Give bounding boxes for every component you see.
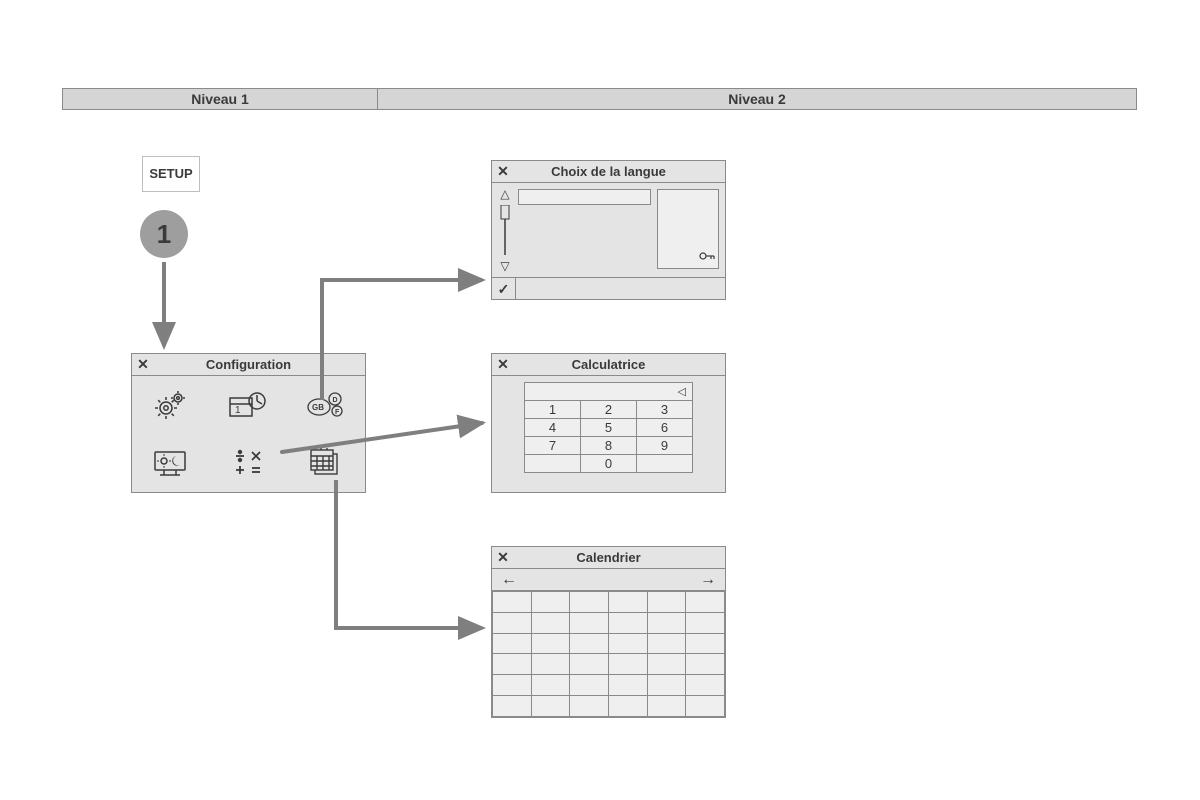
scroll-bar[interactable]: △ ▽ — [492, 183, 518, 277]
calc-key[interactable]: 3 — [637, 401, 693, 419]
calendar-cell[interactable] — [570, 612, 609, 633]
header-col-1: Niveau 1 — [63, 89, 378, 110]
header-col-2: Niveau 2 — [378, 89, 1137, 110]
close-icon[interactable]: ✕ — [492, 549, 514, 566]
calendar-cell[interactable] — [493, 612, 532, 633]
scroll-down-icon[interactable]: ▽ — [500, 259, 509, 273]
calculator-keypad: ◁ 1 2 3 4 5 6 7 8 9 0 — [524, 382, 693, 473]
calendar-cell[interactable] — [647, 696, 686, 717]
calendar-cell[interactable] — [531, 654, 570, 675]
calc-display: ◁ — [525, 383, 693, 401]
scroll-up-icon[interactable]: △ — [500, 187, 509, 201]
close-icon[interactable]: ✕ — [492, 356, 514, 373]
calc-key[interactable]: 4 — [525, 419, 581, 437]
calendar-cell[interactable] — [531, 633, 570, 654]
calendar-cell[interactable] — [493, 592, 532, 613]
calendar-cell[interactable] — [570, 654, 609, 675]
calendar-cell[interactable] — [608, 675, 647, 696]
setup-button[interactable]: SETUP — [142, 156, 200, 192]
calendar-grid — [492, 591, 725, 717]
language-icon[interactable]: GB D F — [306, 388, 346, 422]
calendar-panel: ✕ Calendrier ← → — [491, 546, 726, 718]
calendar-cell[interactable] — [608, 696, 647, 717]
display-icon[interactable] — [151, 446, 191, 480]
language-title: Choix de la langue — [514, 164, 725, 179]
svg-text:D: D — [333, 397, 338, 404]
calendar-cell[interactable] — [686, 675, 725, 696]
calendar-cell[interactable] — [608, 654, 647, 675]
calendar-titlebar: ✕ Calendrier — [492, 547, 725, 569]
calendar-cell[interactable] — [570, 675, 609, 696]
setup-button-label: SETUP — [149, 166, 192, 181]
settings-gears-icon[interactable] — [151, 388, 191, 422]
calendar-cell[interactable] — [493, 675, 532, 696]
calendar-cell[interactable] — [686, 633, 725, 654]
calc-key[interactable]: 8 — [581, 437, 637, 455]
calendar-cell[interactable] — [686, 612, 725, 633]
calc-key[interactable]: 6 — [637, 419, 693, 437]
step-number: 1 — [157, 219, 171, 249]
calculator-title: Calculatrice — [514, 357, 725, 372]
calendar-icon[interactable] — [306, 446, 346, 480]
svg-text:1: 1 — [235, 405, 241, 416]
datetime-icon[interactable]: 1 — [228, 388, 268, 422]
calendar-cell[interactable] — [608, 592, 647, 613]
calc-key[interactable]: 5 — [581, 419, 637, 437]
language-preview — [657, 189, 719, 269]
configuration-titlebar: ✕ Configuration — [132, 354, 365, 376]
configuration-title: Configuration — [154, 357, 365, 372]
calc-key[interactable]: 0 — [581, 455, 637, 473]
calendar-cell[interactable] — [570, 696, 609, 717]
language-panel: ✕ Choix de la langue △ ▽ ✓ — [491, 160, 726, 300]
configuration-panel: ✕ Configuration — [131, 353, 366, 493]
calculator-titlebar: ✕ Calculatrice — [492, 354, 725, 376]
calendar-cell[interactable] — [686, 654, 725, 675]
calc-key[interactable]: 9 — [637, 437, 693, 455]
calc-key[interactable] — [637, 455, 693, 473]
calendar-cell[interactable] — [647, 612, 686, 633]
calc-key[interactable]: 7 — [525, 437, 581, 455]
scroll-track-icon — [499, 205, 511, 255]
svg-text:F: F — [335, 409, 340, 416]
calc-key[interactable]: 1 — [525, 401, 581, 419]
close-icon[interactable]: ✕ — [492, 163, 514, 180]
language-titlebar: ✕ Choix de la langue — [492, 161, 725, 183]
calendar-cell[interactable] — [686, 592, 725, 613]
close-icon[interactable]: ✕ — [132, 356, 154, 373]
confirm-button[interactable]: ✓ — [492, 278, 516, 299]
calendar-cell[interactable] — [531, 592, 570, 613]
calendar-cell[interactable] — [531, 675, 570, 696]
level-header-table: Niveau 1 Niveau 2 — [62, 88, 1137, 110]
calendar-cell[interactable] — [647, 654, 686, 675]
calendar-cell[interactable] — [570, 592, 609, 613]
calendar-cell[interactable] — [570, 633, 609, 654]
calendar-title: Calendrier — [514, 550, 725, 565]
calendar-cell[interactable] — [608, 633, 647, 654]
calendar-cell[interactable] — [531, 696, 570, 717]
next-month-button[interactable]: → — [691, 569, 725, 590]
key-icon — [699, 250, 715, 265]
prev-month-button[interactable]: ← — [492, 569, 526, 590]
list-item[interactable] — [518, 189, 651, 205]
calendar-cell[interactable] — [493, 696, 532, 717]
svg-text:GB: GB — [312, 403, 324, 412]
calendar-cell[interactable] — [647, 592, 686, 613]
calc-key[interactable] — [525, 455, 581, 473]
calendar-cell[interactable] — [647, 675, 686, 696]
calendar-cell[interactable] — [608, 612, 647, 633]
calc-key[interactable]: 2 — [581, 401, 637, 419]
calendar-cell[interactable] — [531, 612, 570, 633]
nav-spacer — [526, 569, 691, 590]
calendar-cell[interactable] — [686, 696, 725, 717]
calendar-cell[interactable] — [647, 633, 686, 654]
step-number-circle: 1 — [140, 210, 188, 258]
calculator-panel: ✕ Calculatrice ◁ 1 2 3 4 5 6 7 8 9 0 — [491, 353, 726, 493]
language-list — [518, 183, 655, 277]
calendar-cell[interactable] — [493, 633, 532, 654]
calculator-icon[interactable] — [228, 446, 268, 480]
calendar-cell[interactable] — [493, 654, 532, 675]
